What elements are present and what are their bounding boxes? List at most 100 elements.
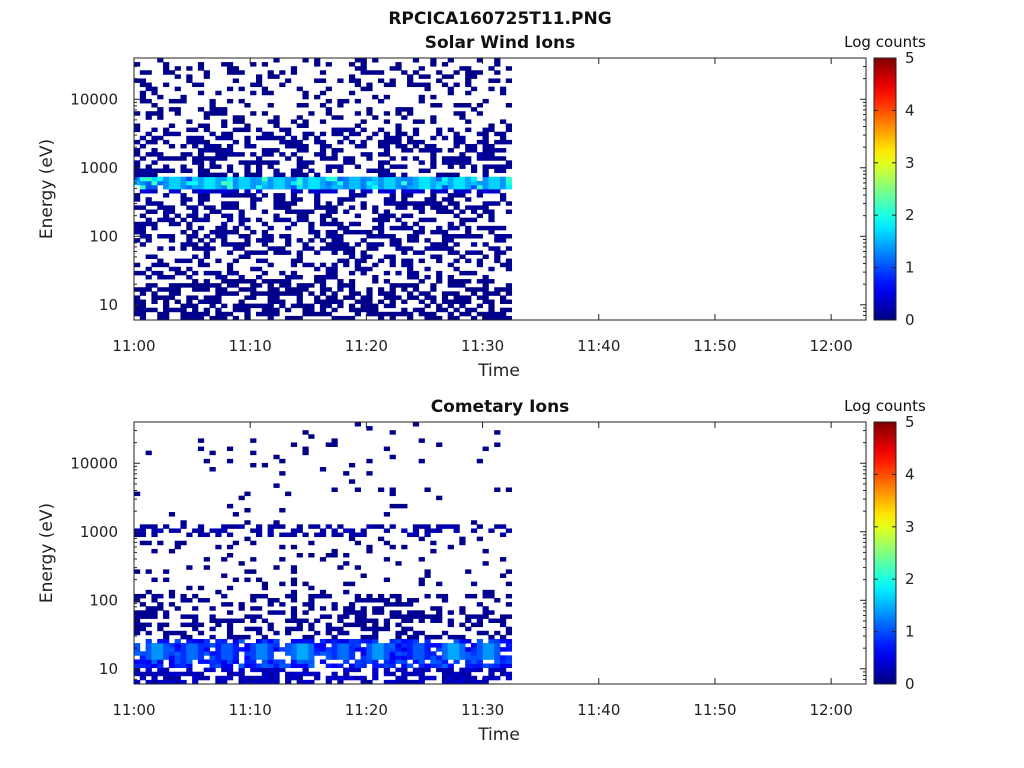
spectrogram-cell xyxy=(226,189,234,194)
spectrogram-cell xyxy=(395,180,402,186)
spectrogram-cell xyxy=(308,540,315,546)
spectrogram-cell xyxy=(180,143,187,149)
spectrogram-cell xyxy=(488,311,495,317)
spectrogram-cell xyxy=(174,98,181,104)
spectrogram-cell xyxy=(447,148,454,153)
spectrogram-cell xyxy=(261,160,269,165)
spectrogram-cell xyxy=(348,315,356,321)
spectrogram-cell xyxy=(256,577,263,583)
spectrogram-cell xyxy=(174,156,181,161)
spectrogram-cell xyxy=(360,205,367,210)
spectrogram-cell xyxy=(459,540,466,546)
spectrogram-cell xyxy=(302,610,309,615)
spectrogram-cell xyxy=(505,659,513,664)
spectrogram-cell xyxy=(447,184,454,190)
spectrogram-cell xyxy=(412,229,420,235)
spectrogram-cell xyxy=(302,638,309,644)
spectrogram-cell xyxy=(476,679,483,685)
spectrogram-cell xyxy=(494,246,501,251)
spectrogram-cell xyxy=(151,135,158,141)
spectrogram-cell xyxy=(424,82,431,88)
spectrogram-cell xyxy=(244,647,251,652)
spectrogram-cell xyxy=(221,221,228,227)
y-tick-label: 1000 xyxy=(80,523,118,541)
spectrogram-cell xyxy=(383,209,391,214)
spectrogram-cell xyxy=(383,270,391,276)
spectrogram-cell xyxy=(290,532,298,538)
spectrogram-cell xyxy=(505,176,513,182)
spectrogram-cell xyxy=(151,270,158,276)
spectrogram-cell xyxy=(134,221,141,227)
spectrogram-cell xyxy=(378,213,385,219)
spectrogram-cell xyxy=(389,487,396,492)
spectrogram-cell xyxy=(244,679,251,685)
spectrogram-cell xyxy=(319,614,327,619)
spectrogram-cell xyxy=(500,663,507,669)
spectrogram-cell xyxy=(244,184,251,190)
spectrogram-cell xyxy=(314,205,321,210)
spectrogram-cell xyxy=(302,143,309,149)
spectrogram-cell xyxy=(296,553,303,558)
spectrogram-cell xyxy=(441,667,449,673)
spectrogram-cell xyxy=(488,86,495,92)
spectrogram-cell xyxy=(389,524,396,529)
spectrogram-cell xyxy=(395,561,402,566)
spectrogram-cell xyxy=(401,221,408,227)
spectrogram-cell xyxy=(505,258,513,264)
spectrogram-cell xyxy=(232,540,239,546)
spectrogram-cell xyxy=(407,610,414,615)
spectrogram-cell xyxy=(296,258,303,264)
spectrogram-cell xyxy=(209,659,216,664)
spectrogram-cell xyxy=(238,279,245,284)
spectrogram-cell xyxy=(337,234,344,239)
spectrogram-cell xyxy=(424,168,431,174)
spectrogram-cell xyxy=(366,626,373,632)
spectrogram-cell xyxy=(256,663,263,669)
spectrogram-cell xyxy=(250,598,257,603)
spectrogram-cell xyxy=(157,152,164,157)
spectrogram-cell xyxy=(412,70,420,75)
spectrogram-cell xyxy=(372,610,379,615)
spectrogram-cell xyxy=(273,659,280,664)
spectrogram-cell xyxy=(215,225,222,231)
spectrogram-cell xyxy=(378,487,385,492)
spectrogram-cell xyxy=(267,103,274,108)
spectrogram-cell xyxy=(354,258,361,264)
spectrogram-cell xyxy=(314,135,321,141)
spectrogram-cell xyxy=(221,156,228,161)
spectrogram-cell xyxy=(145,524,152,529)
spectrogram-cell xyxy=(459,283,466,288)
spectrogram-cell xyxy=(296,651,303,656)
spectrogram-cell xyxy=(412,82,420,88)
spectrogram-cell xyxy=(331,242,338,247)
spectrogram-cell xyxy=(354,213,361,219)
spectrogram-cell xyxy=(238,86,245,92)
spectrogram-cell xyxy=(389,295,396,300)
spectrogram-cell xyxy=(174,606,181,611)
spectrogram-cell xyxy=(267,311,274,317)
spectrogram-cell xyxy=(412,156,420,161)
spectrogram-cell xyxy=(424,614,431,619)
spectrogram-cell xyxy=(343,638,350,644)
spectrogram-cell xyxy=(343,98,350,104)
spectrogram-cell xyxy=(453,135,460,141)
spectrogram-cell xyxy=(232,524,239,529)
spectrogram-cell xyxy=(163,168,170,174)
spectrogram-cell xyxy=(134,148,141,153)
spectrogram-cell xyxy=(279,544,286,550)
spectrogram-cell xyxy=(372,205,379,210)
spectrogram-cell xyxy=(244,614,251,619)
spectrogram-cell xyxy=(244,168,251,174)
spectrogram-cell xyxy=(389,671,396,677)
spectrogram-cell xyxy=(325,274,332,280)
spectrogram-cell xyxy=(290,544,298,550)
spectrogram-cell xyxy=(209,614,216,619)
spectrogram-cell xyxy=(145,131,152,137)
spectrogram-cell xyxy=(250,197,257,202)
spectrogram-cell xyxy=(401,311,408,317)
spectrogram-cell xyxy=(412,422,420,427)
spectrogram-cell xyxy=(331,164,338,169)
spectrogram-cell xyxy=(180,630,187,636)
spectrogram-cell xyxy=(482,139,489,145)
spectrogram-cell xyxy=(203,667,210,673)
